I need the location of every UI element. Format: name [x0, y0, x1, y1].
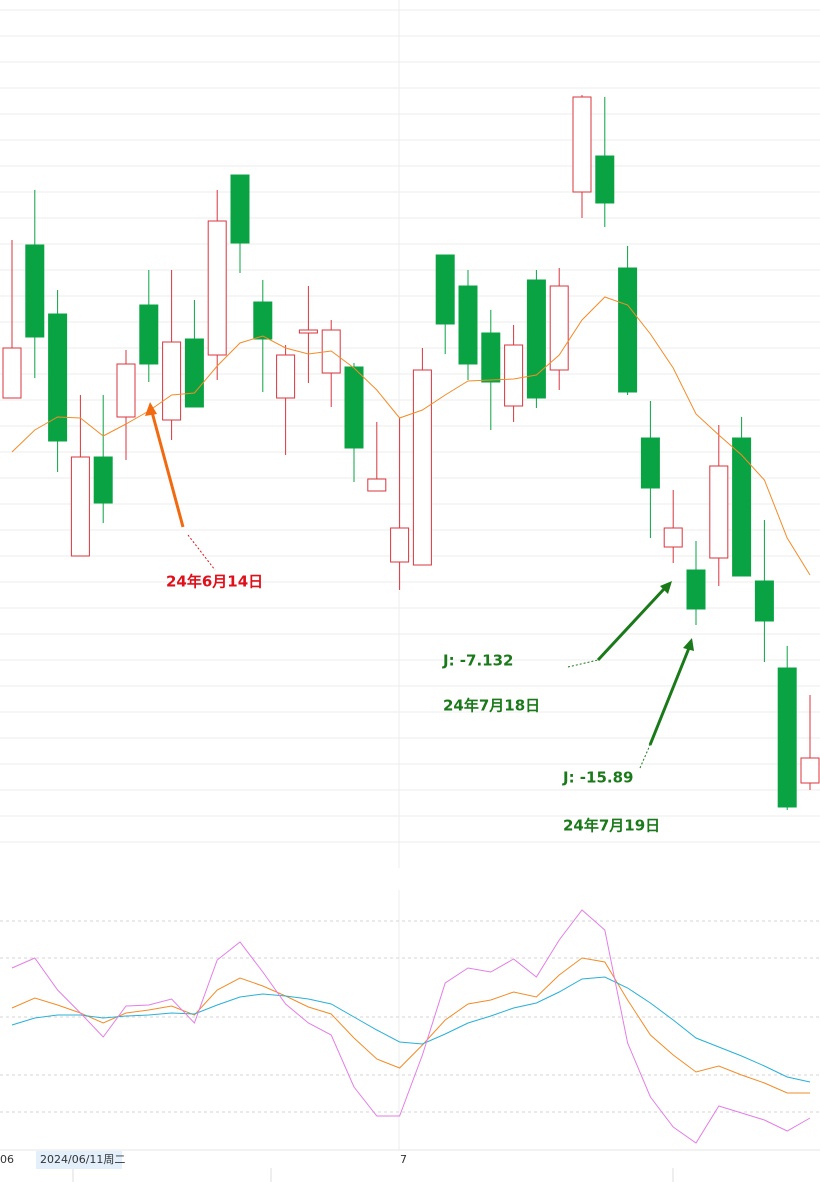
arrowhead	[145, 402, 157, 416]
candle-body	[732, 437, 752, 577]
annotation: J: -15.89	[562, 769, 633, 787]
arrow	[596, 587, 666, 662]
candle-body	[344, 366, 364, 449]
candle-body	[25, 244, 45, 338]
arrow	[648, 647, 691, 746]
candle-body	[435, 254, 455, 325]
date-highlight	[36, 1151, 122, 1169]
indicator-line	[11, 976, 811, 1083]
candle-body	[709, 465, 729, 559]
candle-body	[253, 301, 273, 340]
annotation: 24年6月14日	[166, 573, 263, 591]
candle-body	[595, 155, 615, 204]
candle-body	[116, 363, 136, 418]
candle-body	[390, 527, 410, 563]
candle-body	[48, 313, 68, 442]
annotation: 24年7月18日	[443, 697, 540, 715]
arrowhead	[660, 581, 672, 594]
candle-body	[504, 344, 524, 407]
candle-body	[754, 580, 774, 622]
candle-body	[93, 456, 113, 504]
candle-body	[481, 332, 501, 383]
x-tick-label: 06	[0, 1153, 14, 1166]
annotation: 24年7月19日	[563, 817, 660, 835]
candle-body	[230, 174, 250, 244]
candle-body	[663, 527, 683, 548]
candle-body	[526, 279, 546, 399]
leader	[187, 534, 216, 571]
candle-body	[800, 757, 820, 784]
candle-body	[70, 456, 90, 557]
candle-body	[298, 329, 318, 334]
candle-body	[686, 569, 706, 610]
indicator-line	[11, 909, 811, 1144]
candle-body	[162, 341, 182, 421]
candle-body	[276, 354, 296, 399]
leader	[567, 659, 599, 668]
ma-line	[11, 296, 811, 576]
indicator-line	[11, 957, 810, 1094]
candle-body	[777, 667, 797, 808]
leader	[639, 744, 651, 769]
candle-body	[2, 347, 22, 399]
x-ticks	[72, 1168, 674, 1182]
x-tick-label: 7	[400, 1153, 407, 1166]
candle-body	[367, 478, 387, 492]
candle-body	[139, 304, 159, 365]
x-tick-label: 2024/06/11周二	[40, 1153, 125, 1166]
arrowhead	[683, 638, 694, 651]
candle-body	[549, 285, 569, 371]
candle-body	[572, 96, 592, 193]
annotation: J: -7.132	[442, 652, 513, 670]
candle-body	[207, 220, 227, 356]
candle-body	[458, 285, 478, 365]
candle-body	[412, 369, 432, 566]
candle-body	[184, 338, 204, 408]
candle-body	[618, 267, 638, 393]
arrow	[150, 411, 185, 528]
candle-body	[640, 437, 660, 489]
